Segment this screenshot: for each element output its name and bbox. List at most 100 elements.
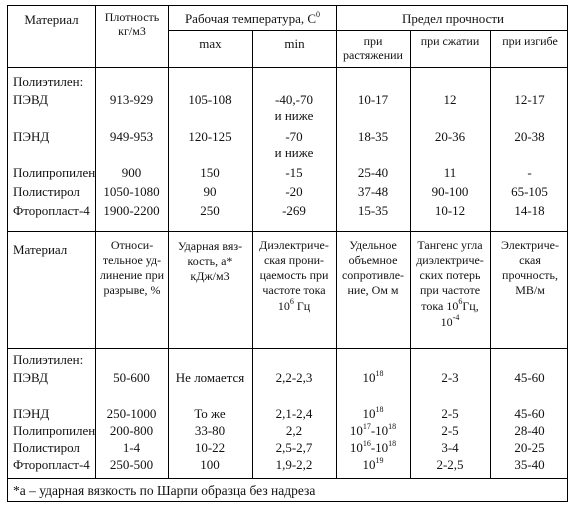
rule-col-6 [490,30,491,478]
t1-row1-density: 913-929 [109,92,154,107]
rule-table-divider [8,231,567,232]
group-label-2: Полиэтилен: [13,352,84,367]
header1-tension: при растяжении [343,34,403,62]
t2-row4-tan: 3-4 [441,440,459,455]
t2-row4-elong: 1-4 [122,440,141,455]
t2-row3-name: Полипропилен [13,423,96,438]
t2-row5-diel: 1,9-2,2 [275,457,313,472]
t2-row4-impact: 10-22 [194,440,226,455]
t2-row1-estr: 45-60 [514,370,545,385]
header2-tan-l4: при частоте [419,283,481,297]
header2-material: Материал [13,242,68,257]
t2-row4-diel: 2,5-2,7 [275,440,313,455]
rule-col-3 [252,30,253,478]
t1-row5-bending: 14-18 [514,203,545,218]
header1-max: max [199,36,222,51]
t1-row1-tmax: 105-108 [188,92,232,107]
t2-row5-resist: 1019 [362,455,384,472]
t1-row3-compression: 11 [443,165,457,180]
t2-row1-tan: 2-3 [441,370,459,385]
t1-row4-name: Полистирол [13,184,80,199]
t2-row4-resist: 1016-1018 [349,438,397,455]
rule-col-2 [168,6,169,478]
header1-work-temp: Рабочая температура, С0 [184,9,321,26]
t2-row1-diel: 2,2-2,3 [275,370,313,385]
header1-compression: при сжатии [420,34,480,48]
properties-table: Материал Плотность кг/м3 Рабочая темпера… [7,5,568,502]
t2-row3-elong: 200-800 [109,423,154,438]
header2-diel-l5: 106 Гц [277,297,311,314]
t1-row2-tmax: 120-125 [188,129,232,144]
t1-row3-tmin: -15 [285,165,303,180]
header1-bending: при изгибе [502,34,558,48]
t2-row1-name: ПЭВД [13,370,49,385]
t2-row5-tan: 2-2,5 [436,457,464,472]
header1-strength: Предел прочности [402,11,504,26]
header2-impact-l3: кДж/м3 [190,269,230,283]
t1-row1-tension: 10-17 [357,92,389,107]
t2-row2-resist: 1018 [362,404,384,421]
rule-subheader [168,30,567,31]
t2-row2-tan: 2-5 [441,406,459,421]
t1-row1-tmin-note: и ниже [274,108,314,123]
header2-electric-strength: Электриче-ская прочность, МВ/м [501,238,559,297]
t2-row2-elong: 250-1000 [106,406,157,421]
t1-row3-name: Полипропилен [13,165,96,180]
t1-row2-bending: 20-38 [514,129,545,144]
header1-density: Плотность кг/м3 [104,10,160,38]
t2-row2-diel: 2,1-2,4 [275,406,313,421]
header2-resistivity: Удельное объемное сопротивле-ние, Ом м [341,238,405,297]
header2-impact-l1: Ударная вяз- [177,239,243,253]
header2-tan-l3: ских потерь [419,268,481,282]
t2-row3-impact: 33-80 [194,423,226,438]
t2-row4-estr: 20-25 [514,440,545,455]
t1-row5-density: 1900-2200 [103,203,160,218]
header1-min: min [284,36,305,51]
t1-row2-tension: 18-35 [357,129,389,144]
t1-row5-tension: 15-35 [357,203,389,218]
header2-diel-l4: частоте тока [262,283,326,297]
t1-row1-tmin: -40,-70 [275,92,313,107]
header2-elongation: Относи-тельное уд-линение при разрыве, % [99,238,165,297]
footnote: *а – ударная вязкость по Шарпи образца б… [13,483,316,498]
t1-row2-tmin-note: и ниже [274,145,314,160]
t2-row5-elong: 250-500 [109,457,154,472]
rule-col-1 [95,6,96,478]
t1-row1-bending: 12-17 [514,92,545,107]
t2-row2-name: ПЭНД [13,406,50,421]
t2-row3-tan: 2-5 [441,423,459,438]
t2-row1-resist: 1018 [362,368,384,385]
t1-row5-tmin: -269 [282,203,306,218]
t2-row1-impact: Не ломается [175,370,245,385]
t1-row3-density: 900 [121,165,142,180]
t2-row5-impact: 100 [200,457,220,472]
t2-row3-diel: 2,2 [285,423,303,438]
t2-row5-name: Фторопласт-4 [13,457,90,472]
t2-row2-estr: 45-60 [514,406,545,421]
group-label: Полиэтилен: [13,74,84,89]
t1-row4-tmin: -20 [285,184,303,199]
t2-row4-name: Полистирол [13,440,80,455]
header2-tan-l6: 10-4 [440,313,460,330]
t1-row2-density: 949-953 [109,129,154,144]
t2-row5-estr: 35-40 [514,457,545,472]
t1-row3-tmax: 150 [200,165,220,180]
header2-diel-l3: цаемость при [259,268,329,282]
t1-row2-name: ПЭНД [13,129,50,144]
t1-row4-tension: 37-48 [357,184,389,199]
header1-material: Материал [24,12,79,27]
rule-header2-bottom [8,348,567,349]
header2-impact-l2: кость, а* [187,254,233,268]
t1-row4-tmax: 90 [203,184,217,199]
t1-row4-compression: 90-100 [431,184,469,199]
t2-row3-estr: 28-40 [514,423,545,438]
t1-row5-name: Фторопласт-4 [13,203,90,218]
t1-row2-compression: 20-36 [434,129,466,144]
t1-row2-tmin: -70 [285,129,303,144]
t1-row1-name: ПЭВД [13,92,49,107]
header2-tan-l2: диэлектриче- [416,253,484,267]
header2-diel-l2: ская прони- [263,253,325,267]
header2-tan-l5: тока 106Гц, [421,297,479,314]
t2-row2-impact: То же [194,406,226,421]
rule-header1-bottom [8,67,567,68]
